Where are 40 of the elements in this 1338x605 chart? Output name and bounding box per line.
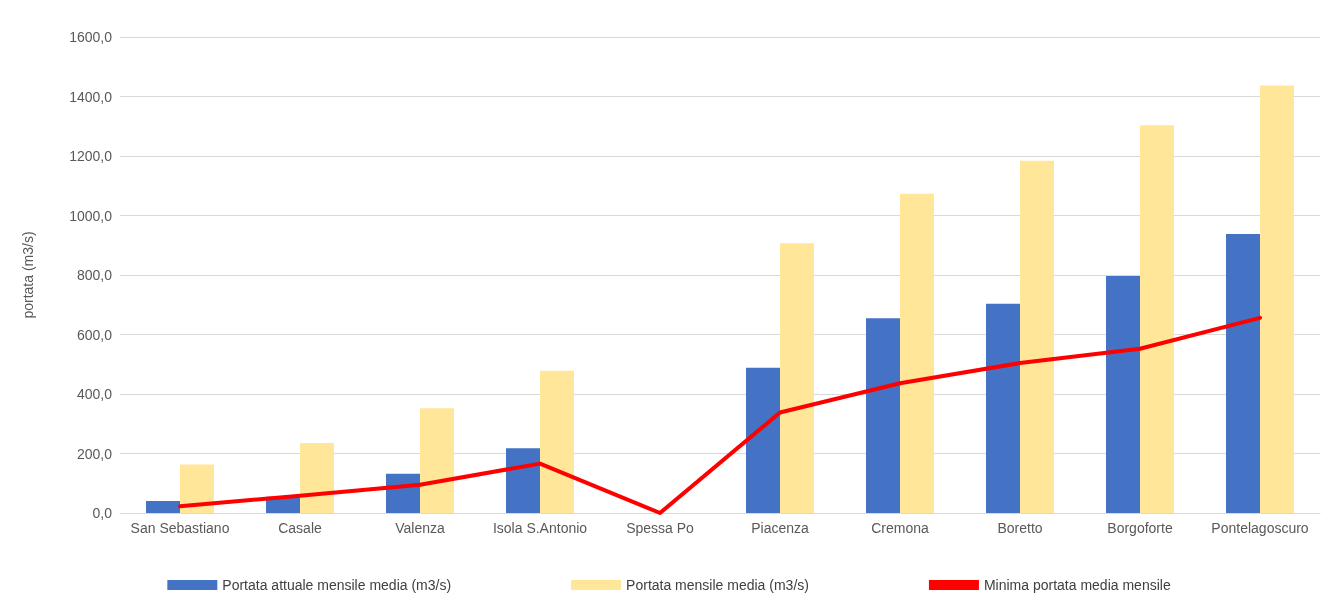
bar — [780, 243, 814, 513]
bar — [746, 367, 780, 513]
y-tick-label: 1200,0 — [69, 148, 113, 164]
bar — [900, 193, 934, 513]
y-axis-title: portata (m3/s) — [20, 231, 36, 319]
x-tick-label: Pontelagoscuro — [1211, 520, 1309, 536]
x-tick-label: Isola S.Antonio — [492, 520, 588, 536]
y-tick-label: 800,0 — [76, 267, 113, 283]
bar — [1260, 85, 1294, 513]
x-tick-label: Piacenza — [751, 520, 810, 536]
y-tick-label: 1000,0 — [69, 207, 113, 224]
bar — [506, 448, 540, 513]
y-tick-label: 400,0 — [76, 386, 113, 402]
y-tick-label: 1400,0 — [69, 88, 113, 105]
x-tick-label: Spessa Po — [626, 520, 695, 536]
x-tick-label: Cremona — [871, 520, 929, 536]
line-series — [178, 315, 1262, 515]
legend-label: Minima portata media mensile — [983, 577, 1171, 593]
bar — [866, 318, 900, 513]
bar — [1140, 125, 1174, 513]
x-tick-label: Borgoforte — [1107, 520, 1173, 536]
y-tick-label: 0,0 — [92, 505, 113, 521]
bar — [180, 464, 214, 513]
y-tick-label: 600,0 — [76, 326, 113, 343]
y-tick-label: 1600,0 — [69, 29, 113, 45]
bar — [540, 370, 574, 513]
bar — [986, 303, 1020, 513]
bar — [300, 443, 334, 513]
bar — [1226, 233, 1260, 513]
x-tick-label: Casale — [278, 520, 322, 536]
x-tick-label: San Sebastiano — [130, 520, 230, 536]
legend-label: Portata attuale mensile media (m3/s) — [222, 577, 452, 593]
x-tick-label: Valenza — [395, 520, 445, 536]
x-tick-label: Boretto — [997, 520, 1043, 536]
legend-label: Portata mensile media (m3/s) — [626, 577, 809, 593]
bar — [1020, 160, 1054, 513]
y-tick-label: 200,0 — [76, 445, 113, 462]
bar — [420, 408, 454, 513]
bar — [146, 501, 180, 513]
bar — [1106, 275, 1140, 513]
